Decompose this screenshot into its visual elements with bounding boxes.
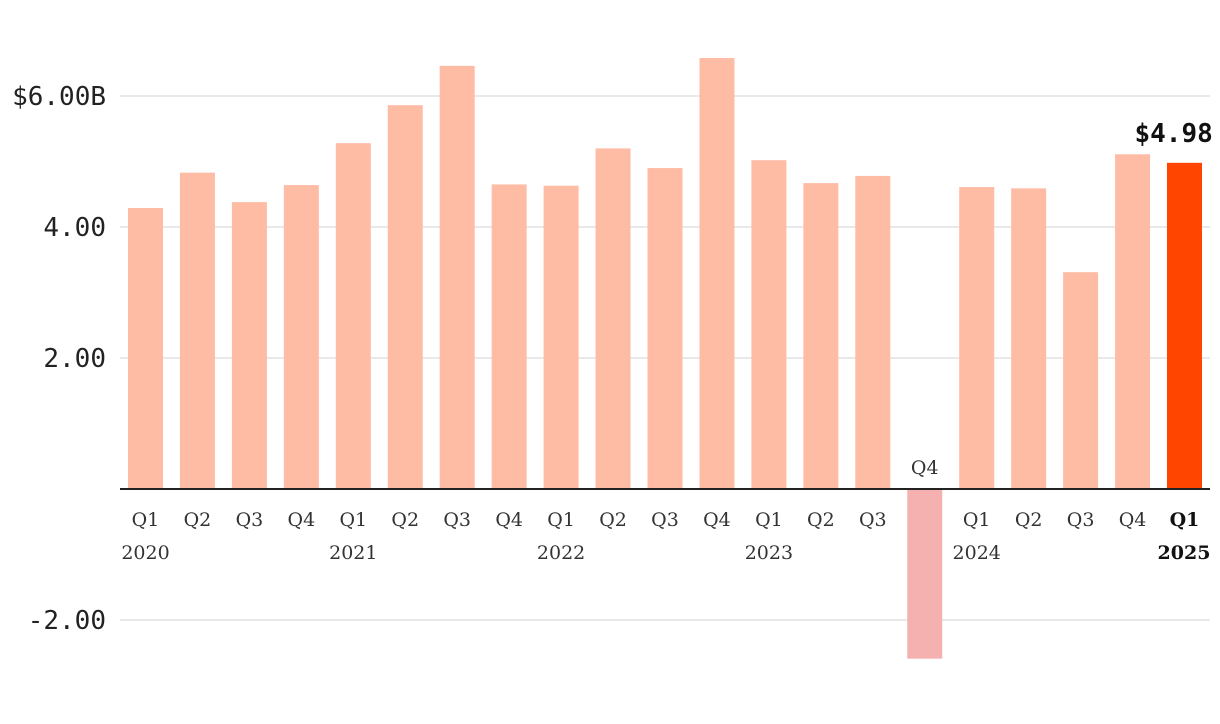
x-tick-label: Q2 <box>184 509 212 531</box>
bar-q4-15 <box>907 489 943 659</box>
bar-q3-2 <box>231 202 267 490</box>
bar-q1-4 <box>335 143 371 489</box>
bar-q2-13 <box>803 183 839 490</box>
x-year-label: 2020 <box>121 542 169 564</box>
x-tick-label: Q1 <box>132 509 160 531</box>
bar-q2-5 <box>387 105 423 490</box>
bar-q1-12 <box>751 160 787 489</box>
x-tick-label: Q3 <box>859 509 887 531</box>
bar-q2-1 <box>179 172 215 489</box>
bar-q4-11 <box>699 58 735 489</box>
x-tick-label: Q1 <box>1170 509 1200 531</box>
x-tick-label: Q4 <box>288 509 316 531</box>
bar-q3-10 <box>647 168 683 490</box>
bar-q3-6 <box>439 65 475 490</box>
x-tick-label: Q3 <box>651 509 679 531</box>
bar-q4-19 <box>1115 154 1151 490</box>
x-tick-label: Q1 <box>755 509 783 531</box>
x-tick-label: Q3 <box>1067 509 1095 531</box>
x-tick-label: Q2 <box>391 509 419 531</box>
x-tick-label: Q1 <box>963 509 991 531</box>
x-tick-label: Q2 <box>807 509 835 531</box>
x-tick-label: Q1 <box>547 509 575 531</box>
bar-q4-7 <box>491 184 527 490</box>
y-tick-label: -2.00 <box>28 606 106 636</box>
bar-q2-17 <box>1011 188 1047 490</box>
bar-q1-0 <box>128 208 163 489</box>
x-tick-label: Q3 <box>236 509 264 531</box>
x-tick-label: Q2 <box>599 509 627 531</box>
bar-q1-8 <box>543 185 579 490</box>
x-tick-label: Q2 <box>1015 509 1043 531</box>
x-year-label: 2025 <box>1158 542 1211 564</box>
x-tick-label: Q4 <box>911 457 939 479</box>
bar-q1-20 <box>1167 162 1202 489</box>
bar-q1-16 <box>959 187 995 490</box>
x-tick-label: Q1 <box>339 509 367 531</box>
x-tick-label: Q4 <box>1119 509 1147 531</box>
x-year-label: 2021 <box>329 542 377 564</box>
x-tick-label: Q4 <box>703 509 731 531</box>
x-tick-label: Q3 <box>443 509 471 531</box>
y-tick-label: 2.00 <box>43 344 106 374</box>
bar-q2-9 <box>595 148 631 489</box>
bar-q4-3 <box>283 185 319 489</box>
bar-q3-14 <box>855 175 891 489</box>
x-tick-label: Q4 <box>495 509 523 531</box>
x-year-label: 2022 <box>537 542 585 564</box>
value-callout: $4.98 <box>1135 119 1213 149</box>
x-year-label: 2023 <box>745 542 793 564</box>
y-tick-label: 4.00 <box>43 213 106 243</box>
bar-q3-18 <box>1063 272 1099 489</box>
y-tick-label: $6.00B <box>12 82 106 112</box>
x-year-label: 2024 <box>953 542 1001 564</box>
